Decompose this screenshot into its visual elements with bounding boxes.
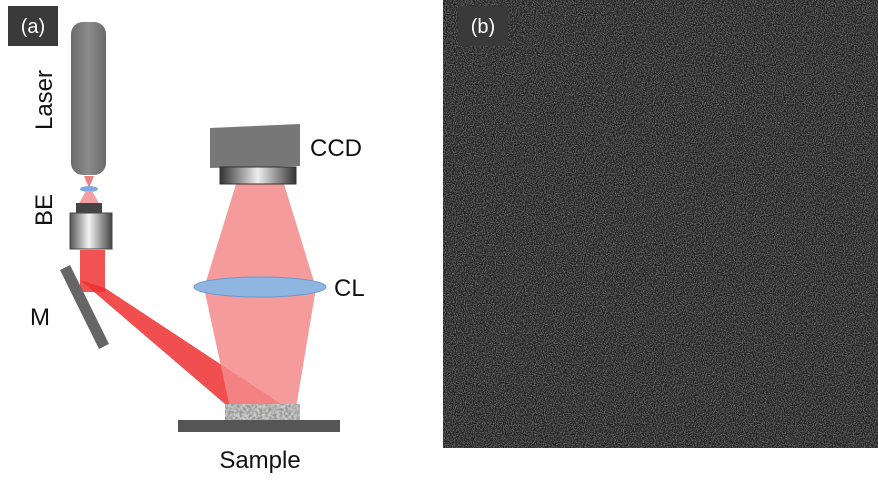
- stage: [178, 420, 340, 432]
- figure: (a) Laser BE M CL CCD Sample (b): [0, 0, 878, 475]
- beam: [78, 191, 100, 205]
- be-label: BE: [31, 194, 58, 226]
- laser-label: Laser: [31, 70, 58, 130]
- collecting-lens: [194, 277, 326, 297]
- speckle-pattern: [443, 0, 878, 448]
- laser: [71, 22, 106, 175]
- mirror-label: M: [30, 304, 50, 331]
- lens-label: CL: [334, 275, 365, 302]
- panel-label: (b): [471, 16, 495, 38]
- ccd-holder: [220, 167, 296, 184]
- scatter-cone: [204, 184, 316, 288]
- ccd: [210, 124, 300, 168]
- page: (a) Laser BE M CL CCD Sample (b) (() => …: [0, 0, 878, 475]
- beam-expander: [70, 213, 112, 249]
- panel-label: (a): [21, 16, 45, 38]
- sample-label: Sample: [219, 447, 300, 474]
- ccd-label: CCD: [310, 135, 362, 162]
- sample-texture: [225, 404, 300, 420]
